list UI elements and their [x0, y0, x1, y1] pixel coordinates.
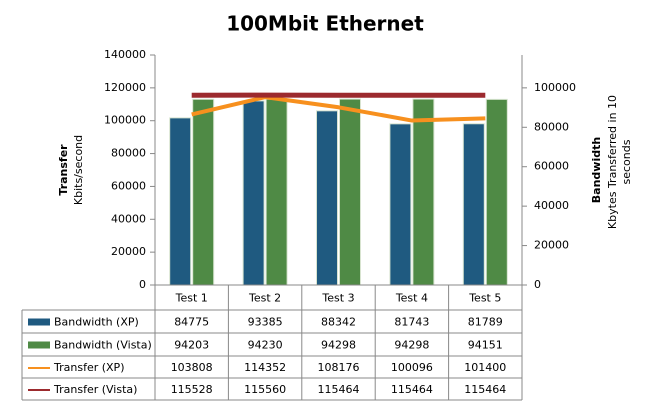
table-cell: 94203 [174, 339, 209, 352]
table-cell: 88342 [321, 316, 356, 329]
legend-label: Bandwidth (Vista) [54, 339, 152, 352]
bar [169, 117, 192, 286]
y-axis-subtitle: Kbits/second [72, 135, 85, 205]
y-tick-label: 0 [139, 278, 146, 291]
table-cell: 81743 [394, 316, 429, 329]
table-cell: 94151 [468, 339, 503, 352]
y-tick-label: 60000 [111, 179, 146, 192]
table-cell: 115464 [464, 383, 506, 396]
bar [265, 98, 288, 286]
line [191, 95, 486, 123]
table-cell: 114352 [244, 361, 286, 374]
bar [485, 98, 508, 286]
bar [462, 123, 485, 286]
y-tick-label: 140000 [104, 48, 146, 61]
bar [389, 123, 412, 286]
y2-tick-label: 100000 [534, 81, 576, 94]
y-tick-label: 80000 [111, 147, 146, 160]
bar [412, 98, 435, 286]
y-tick-label: 100000 [104, 114, 146, 127]
table-cell: 115464 [391, 383, 433, 396]
y-tick-label: 20000 [111, 245, 146, 258]
table-cell: 115464 [318, 383, 360, 396]
table-cell: 94298 [394, 339, 429, 352]
y-tick-label: 40000 [111, 212, 146, 225]
legend-label: Transfer (Vista) [53, 383, 137, 396]
bar [316, 110, 338, 286]
x-tick-label: Test 5 [468, 292, 501, 305]
table-cell: 108176 [318, 361, 360, 374]
table-cell: 93385 [248, 316, 283, 329]
y2-tick-label: 60000 [534, 160, 569, 173]
table-cell: 115560 [244, 383, 286, 396]
legend-label: Transfer (XP) [53, 361, 124, 374]
x-tick-label: Test 4 [395, 292, 428, 305]
y2-tick-label: 40000 [534, 199, 569, 212]
bar [242, 100, 265, 286]
bar [339, 98, 361, 286]
table-cell: 103808 [171, 361, 213, 374]
x-tick-label: Test 3 [321, 292, 354, 305]
legend-key [28, 318, 50, 326]
y-tick-label: 120000 [104, 81, 146, 94]
table-cell: 100096 [391, 361, 433, 374]
y2-axis-subtitle: Kbytes Transferred in 10 seconds [606, 94, 633, 230]
legend-key [28, 341, 50, 349]
y-axis-title: Transfer [57, 144, 70, 196]
table-cell: 115528 [171, 383, 213, 396]
table-cell: 101400 [464, 361, 506, 374]
y2-tick-label: 80000 [534, 120, 569, 133]
table-cell: 81789 [468, 316, 503, 329]
chart-title: 100Mbit Ethernet [226, 12, 424, 36]
table-cell: 94298 [321, 339, 356, 352]
x-tick-label: Test 1 [175, 292, 208, 305]
y2-tick-label: 20000 [534, 239, 569, 252]
x-tick-label: Test 2 [248, 292, 281, 305]
table-cell: 94230 [248, 339, 283, 352]
legend-label: Bandwidth (XP) [54, 316, 139, 329]
y2-tick-label: 0 [534, 278, 541, 291]
y2-axis-title: Bandwidth [590, 137, 603, 203]
table-cell: 84775 [174, 316, 209, 329]
bar [192, 98, 215, 286]
